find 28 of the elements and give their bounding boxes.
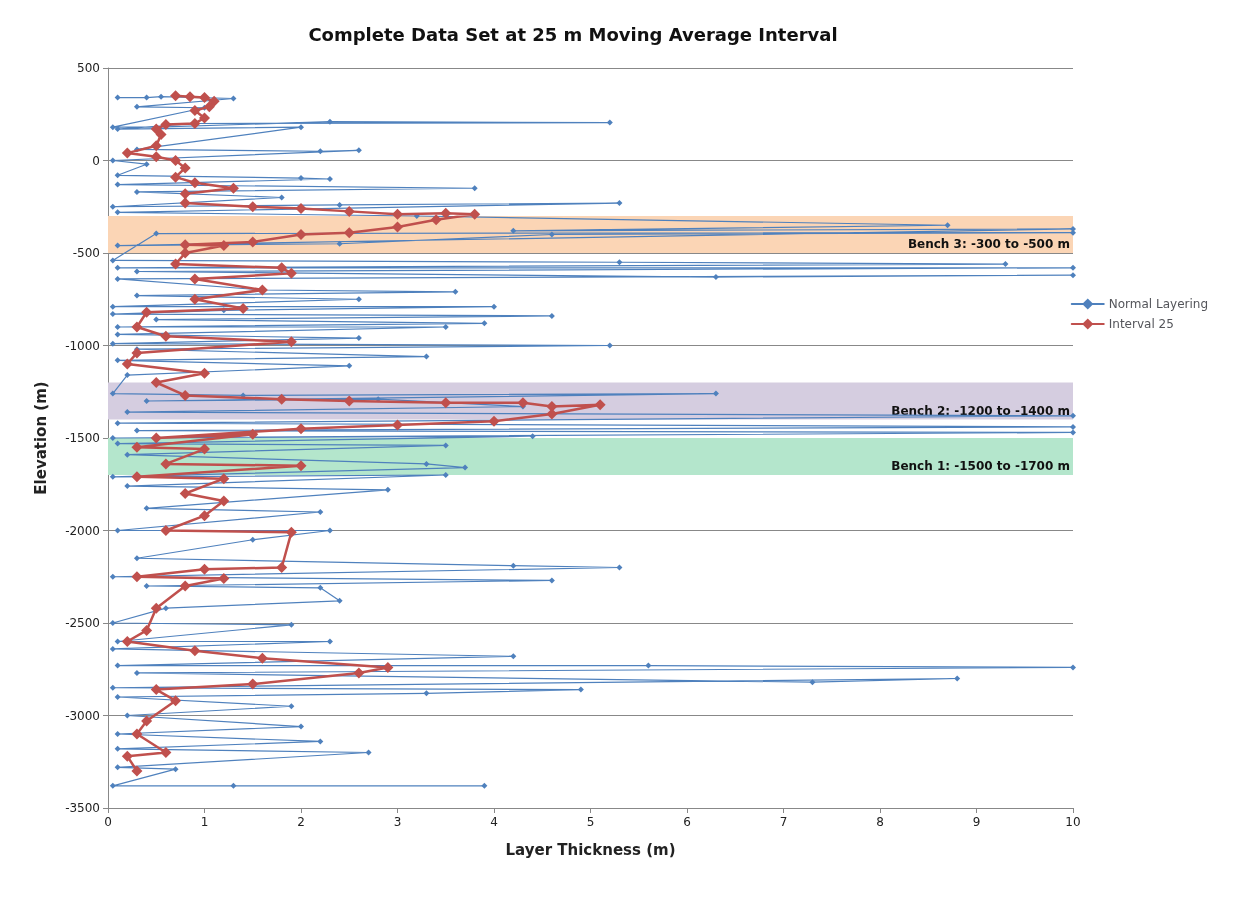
y-tick-label: -1500 bbox=[65, 431, 100, 445]
x-tick-label: 7 bbox=[779, 815, 788, 829]
x-tick-label: 9 bbox=[972, 815, 981, 829]
y-tick-label: 500 bbox=[77, 61, 100, 75]
y-tick-label: -1000 bbox=[65, 338, 100, 353]
chart-title: Complete Data Set at 25 m Moving Average Interval bbox=[308, 23, 838, 45]
x-tick-label: 3 bbox=[393, 815, 402, 829]
band-label: Bench 1: -1500 to -1700 m bbox=[891, 459, 1070, 473]
y-tick-label: -2500 bbox=[65, 616, 100, 630]
x-tick-label: 5 bbox=[586, 815, 595, 829]
y-tick-label: -3500 bbox=[65, 801, 100, 815]
x-tick-label: 4 bbox=[490, 815, 498, 829]
legend-label: Interval 25 bbox=[1108, 317, 1174, 331]
x-tick-label: 1 bbox=[200, 815, 209, 829]
band-label: Bench 3: -300 to -500 m bbox=[907, 237, 1070, 251]
x-tick-label: 6 bbox=[683, 815, 691, 829]
x-tick-label: 8 bbox=[876, 815, 884, 829]
y-tick-label: -500 bbox=[72, 246, 100, 260]
y-tick-label: -2000 bbox=[65, 523, 100, 538]
x-tick-label: 2 bbox=[297, 815, 305, 829]
legend-label: Normal Layering bbox=[1108, 297, 1208, 311]
y-tick-label: 0 bbox=[92, 153, 100, 168]
y-axis-title: Elevation (m) bbox=[31, 381, 50, 495]
band-label: Bench 2: -1200 to -1400 m bbox=[891, 403, 1070, 418]
x-tick-label: 0 bbox=[104, 815, 112, 829]
x-tick-label: 10 bbox=[1065, 815, 1081, 829]
y-tick-label: -3000 bbox=[65, 708, 100, 723]
x-axis-title: Layer Thickness (m) bbox=[505, 840, 676, 859]
